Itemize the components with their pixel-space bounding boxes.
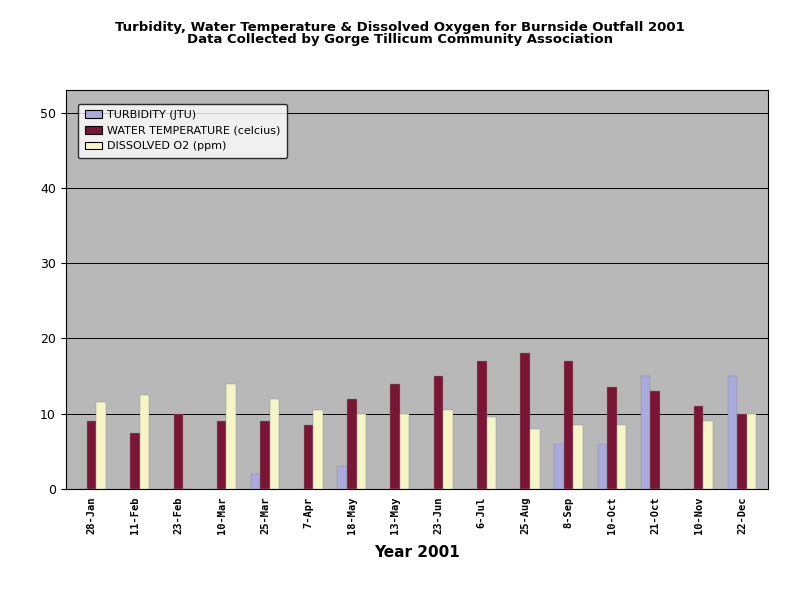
Bar bbox=[607, 388, 617, 489]
Bar bbox=[746, 414, 756, 489]
Bar bbox=[617, 425, 626, 489]
Bar bbox=[390, 383, 400, 489]
Bar bbox=[130, 433, 140, 489]
X-axis label: Year 2001: Year 2001 bbox=[374, 545, 460, 560]
Bar bbox=[554, 444, 564, 489]
Bar bbox=[641, 376, 650, 489]
Bar bbox=[96, 403, 106, 489]
Bar bbox=[313, 410, 322, 489]
Bar bbox=[250, 474, 260, 489]
Bar bbox=[400, 414, 410, 489]
Bar bbox=[738, 414, 746, 489]
Bar bbox=[174, 414, 183, 489]
Text: Turbidity, Water Temperature & Dissolved Oxygen for Burnside Outfall 2001: Turbidity, Water Temperature & Dissolved… bbox=[115, 21, 685, 34]
Bar bbox=[347, 398, 357, 489]
Bar bbox=[357, 414, 366, 489]
Bar bbox=[304, 425, 313, 489]
Bar bbox=[226, 383, 236, 489]
Bar bbox=[486, 418, 496, 489]
Legend: TURBIDITY (JTU), WATER TEMPERATURE (celcius), DISSOLVED O2 (ppm): TURBIDITY (JTU), WATER TEMPERATURE (celc… bbox=[78, 104, 287, 158]
Bar bbox=[217, 421, 226, 489]
Bar bbox=[140, 395, 150, 489]
Bar bbox=[434, 376, 443, 489]
Bar bbox=[650, 391, 660, 489]
Bar bbox=[260, 421, 270, 489]
Bar bbox=[694, 406, 703, 489]
Bar bbox=[564, 361, 574, 489]
Bar bbox=[270, 398, 279, 489]
Bar bbox=[703, 421, 713, 489]
Text: Data Collected by Gorge Tillicum Community Association: Data Collected by Gorge Tillicum Communi… bbox=[187, 33, 613, 46]
Bar bbox=[521, 353, 530, 489]
Bar bbox=[728, 376, 738, 489]
Bar bbox=[443, 410, 453, 489]
Bar bbox=[338, 466, 347, 489]
Bar bbox=[574, 425, 583, 489]
Bar bbox=[598, 444, 607, 489]
Bar bbox=[87, 421, 96, 489]
Bar bbox=[530, 429, 539, 489]
Bar bbox=[477, 361, 486, 489]
